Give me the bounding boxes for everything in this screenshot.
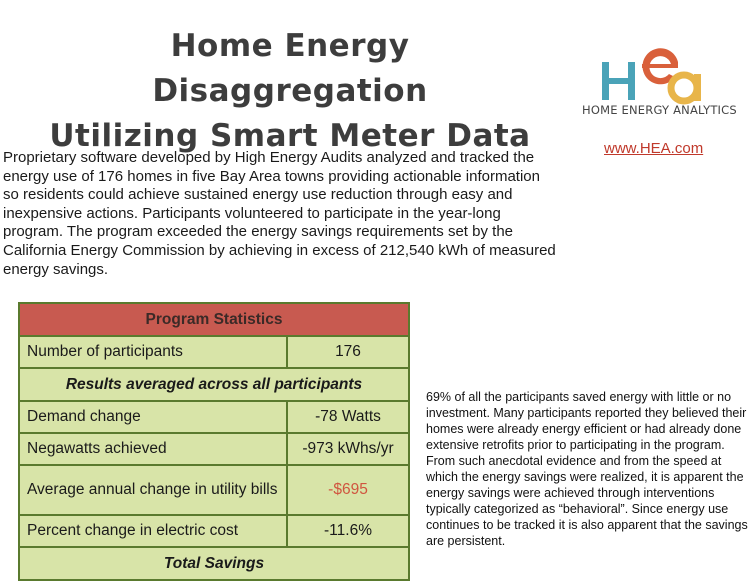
website-link[interactable]: www.HEA.com bbox=[604, 140, 704, 157]
demand-label: Demand change bbox=[18, 400, 288, 434]
electric-label: Percent change in electric cost bbox=[18, 514, 288, 548]
table-row: Average annual change in utility bills -… bbox=[18, 464, 410, 516]
utility-value: -$695 bbox=[286, 464, 410, 516]
hea-logo bbox=[602, 48, 701, 105]
utility-label: Average annual change in utility bills bbox=[18, 464, 288, 516]
logo-e-letter bbox=[642, 48, 678, 85]
total-savings-heading: Total Savings bbox=[18, 546, 410, 581]
table-subheading-row: Results averaged across all participants bbox=[18, 367, 410, 402]
averaged-heading: Results averaged across all participants bbox=[18, 367, 410, 402]
page-title: Home Energy Disaggregation Utilizing Sma… bbox=[30, 24, 550, 159]
electric-value: -11.6% bbox=[286, 514, 410, 548]
table-header: Program Statistics bbox=[18, 302, 410, 337]
table-subheading-row: Total Savings bbox=[18, 546, 410, 581]
negawatts-label: Negawatts achieved bbox=[18, 432, 288, 466]
negawatts-value: -973 kWhs/yr bbox=[286, 432, 410, 466]
logo-company-name: HOME ENERGY ANALYTICS bbox=[582, 103, 737, 117]
logo-h-letter bbox=[602, 62, 635, 100]
logo-a-letter bbox=[667, 71, 701, 105]
participants-label: Number of participants bbox=[18, 335, 288, 369]
side-paragraph: 69% of all the participants saved energy… bbox=[426, 390, 748, 548]
table-row: Negawatts achieved -973 kWhs/yr bbox=[18, 432, 410, 466]
table-header-row: Program Statistics bbox=[18, 302, 410, 337]
title-line-1: Home Energy Disaggregation bbox=[152, 28, 428, 109]
participants-value: 176 bbox=[286, 335, 410, 369]
table-row: Percent change in electric cost -11.6% bbox=[18, 514, 410, 548]
demand-value: -78 Watts bbox=[286, 400, 410, 434]
program-statistics-table: Program Statistics Number of participant… bbox=[18, 302, 410, 581]
table-row: Number of participants 176 bbox=[18, 335, 410, 369]
title-line-2: Utilizing Smart Meter Data bbox=[49, 118, 531, 154]
table-row: Demand change -78 Watts bbox=[18, 400, 410, 434]
intro-paragraph: Proprietary software developed by High E… bbox=[3, 149, 556, 278]
